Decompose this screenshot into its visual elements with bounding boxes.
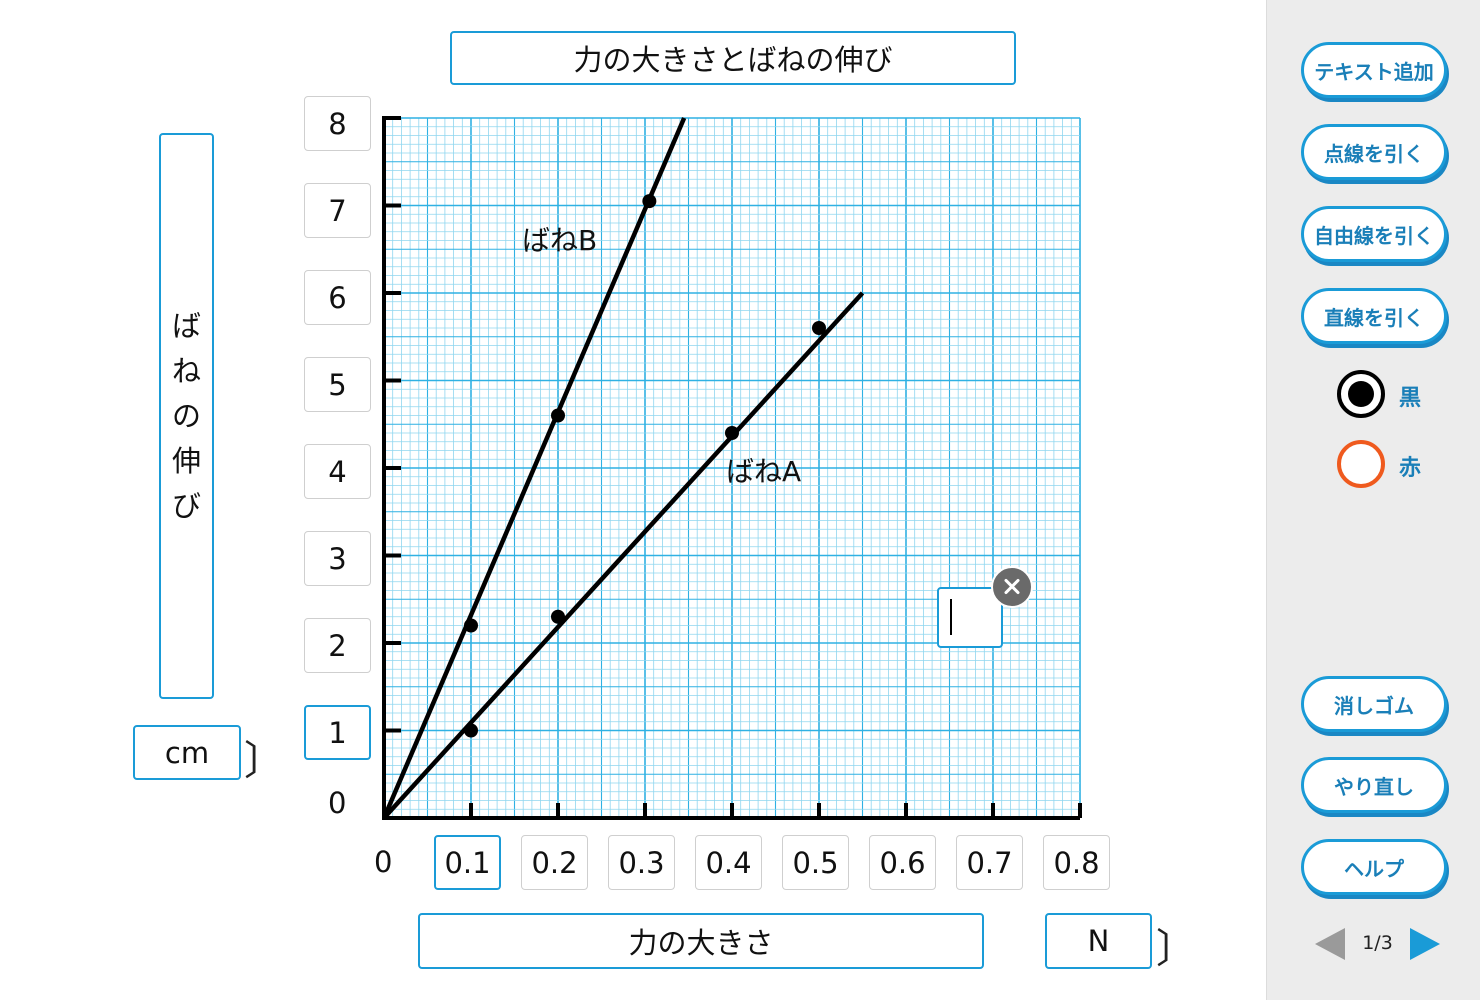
x-tick-0.6[interactable]: 0.6	[869, 835, 936, 890]
color-red-radio[interactable]	[1337, 440, 1385, 488]
help-button[interactable]: ヘルプ	[1301, 839, 1447, 895]
next-page-icon[interactable]	[1410, 928, 1440, 960]
data-point	[551, 408, 565, 423]
y-label-char: び	[171, 488, 201, 523]
y-tick-5[interactable]: 5	[304, 357, 371, 412]
data-point	[812, 321, 826, 335]
y-tick-6[interactable]: 6	[304, 270, 371, 325]
y-zero-label: 0	[328, 786, 347, 820]
x-tick-0.4[interactable]: 0.4	[695, 835, 762, 890]
graph-axes	[382, 116, 1082, 820]
spring-b-label: ばねB	[522, 224, 597, 257]
y-unit-box[interactable]: cm	[133, 725, 241, 780]
pager: 1/3	[1315, 928, 1440, 960]
free-line-button[interactable]: 自由線を引く	[1301, 206, 1447, 262]
x-tick-0.7[interactable]: 0.7	[956, 835, 1023, 890]
data-point	[551, 609, 565, 624]
color-black-label: 黒	[1399, 386, 1422, 411]
text-caret	[950, 599, 952, 635]
data-point	[642, 194, 657, 209]
y-axis-label[interactable]: ば ね の 伸 び	[159, 133, 214, 699]
dotted-line-button[interactable]: 点線を引く	[1301, 124, 1447, 180]
y-tick-4[interactable]: 4	[304, 444, 371, 499]
y-label-char: ば	[171, 308, 201, 343]
y-tick-8[interactable]: 8	[304, 96, 371, 151]
color-red-label: 赤	[1399, 456, 1422, 481]
x-tick-0.5[interactable]: 0.5	[782, 835, 849, 890]
y-tick-7[interactable]: 7	[304, 183, 371, 238]
spring-line-0	[381, 117, 687, 819]
y-label-char: ね	[171, 353, 201, 388]
graph-points	[464, 194, 826, 738]
y-label-char: の	[171, 398, 201, 433]
x-tick-0.3[interactable]: 0.3	[608, 835, 675, 890]
y-unit-bracket-close: 〕	[244, 738, 284, 784]
add-text-button[interactable]: テキスト追加	[1301, 42, 1447, 98]
straight-line-button[interactable]: 直線を引く	[1301, 288, 1447, 344]
x-zero-label: 0	[374, 845, 393, 879]
graph-lines	[381, 117, 865, 820]
y-tick-3[interactable]: 3	[304, 531, 371, 586]
y-label-char: 伸	[171, 443, 201, 478]
x-tick-0.1[interactable]: 0.1	[434, 835, 501, 890]
graph-title[interactable]: 力の大きさとばねの伸び	[450, 31, 1016, 85]
text-entry-box[interactable]	[937, 587, 1003, 648]
x-unit-bracket-close: 〕	[1156, 926, 1196, 972]
prev-page-icon[interactable]	[1315, 928, 1345, 960]
data-point	[464, 618, 478, 633]
page-indicator: 1/3	[1362, 932, 1393, 954]
tool-sidebar: テキスト追加 点線を引く 自由線を引く 直線を引く 黒 赤 消しゴム やり直し …	[1266, 0, 1480, 1000]
color-black-radio[interactable]	[1337, 370, 1385, 418]
spring-line-1	[382, 291, 865, 820]
x-unit-box[interactable]: N	[1045, 913, 1152, 969]
data-point	[464, 723, 478, 738]
redo-button[interactable]: やり直し	[1301, 757, 1447, 813]
y-tick-2[interactable]: 2	[304, 618, 371, 673]
x-axis-label[interactable]: 力の大きさ	[418, 913, 984, 969]
eraser-button[interactable]: 消しゴム	[1301, 676, 1447, 732]
close-icon[interactable]	[991, 566, 1033, 608]
x-tick-0.2[interactable]: 0.2	[521, 835, 588, 890]
y-tick-1[interactable]: 1	[304, 705, 371, 760]
data-point	[725, 426, 739, 440]
graph-grid	[383, 117, 1081, 819]
spring-a-label: ばねA	[726, 455, 801, 488]
x-tick-0.8[interactable]: 0.8	[1043, 835, 1110, 890]
